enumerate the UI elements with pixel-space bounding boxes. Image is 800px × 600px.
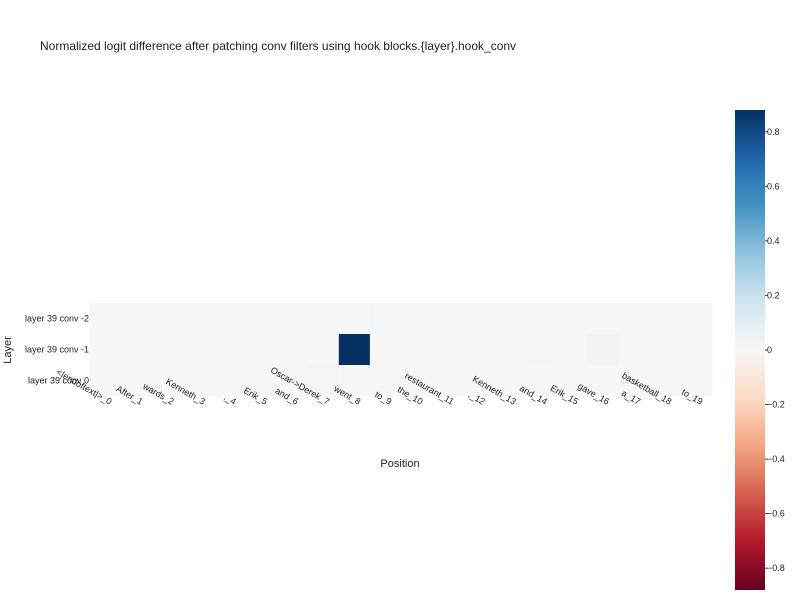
heatmap-cell xyxy=(214,303,246,335)
colorbar-tick-label: −0.2 xyxy=(767,400,785,410)
heatmap-cell xyxy=(649,365,682,397)
heatmap-cell xyxy=(214,334,246,366)
heatmap-cell xyxy=(463,303,495,335)
heatmap-cell xyxy=(121,334,153,366)
heatmap-cell xyxy=(307,303,340,335)
heatmap-cell xyxy=(90,334,122,366)
chart-title: Normalized logit difference after patchi… xyxy=(40,39,517,53)
heatmap-cell xyxy=(401,303,433,335)
heatmap-cell xyxy=(401,365,433,397)
heatmap-cell xyxy=(649,303,682,335)
heatmap-cell xyxy=(121,303,153,335)
heatmap-cell xyxy=(183,365,215,397)
heatmap-cell xyxy=(369,365,402,397)
heatmap-cell xyxy=(276,365,309,397)
colorbar-tick-label: 0.8 xyxy=(767,127,780,137)
heatmap-cell xyxy=(90,303,122,335)
colorbar-tick-label: 0.2 xyxy=(767,290,780,300)
colorbar-tick-label: 0.4 xyxy=(767,236,780,246)
heatmap-cell xyxy=(152,334,184,366)
heatmap-cell xyxy=(432,365,464,397)
colorbar xyxy=(735,110,765,590)
heatmap-cell xyxy=(494,334,526,366)
heatmap-cell xyxy=(369,303,402,335)
heatmap-cell xyxy=(307,365,340,397)
y-tick-label: layer 39 conv 0 xyxy=(28,376,89,386)
x-axis-label: Position xyxy=(380,458,419,470)
heatmap-cell xyxy=(245,365,278,397)
heatmap-cell xyxy=(245,334,278,366)
colorbar-tick-label: −0.6 xyxy=(767,509,785,519)
heatmap-cell xyxy=(338,334,371,366)
heatmap-cell xyxy=(556,303,589,335)
heatmap-cell xyxy=(618,365,651,397)
heatmap-cell xyxy=(245,303,278,335)
y-axis-label: Layer xyxy=(2,336,14,364)
heatmap-cell xyxy=(556,334,589,366)
heatmap-cell xyxy=(463,334,495,366)
heatmap-cell xyxy=(525,334,557,366)
heatmap-cell xyxy=(152,303,184,335)
heatmap-cell xyxy=(587,334,620,366)
heatmap-cell xyxy=(649,334,682,366)
colorbar-tick-label: −0.4 xyxy=(767,454,785,464)
heatmap-cell xyxy=(338,303,371,335)
heatmap-cell xyxy=(463,365,495,397)
heatmap-cell xyxy=(183,334,215,366)
heatmap-cell xyxy=(276,303,309,335)
colorbar-tick-label: −0.8 xyxy=(767,563,785,573)
colorbar-tick-label: 0 xyxy=(767,345,772,355)
heatmap-cell xyxy=(680,365,713,397)
y-tick-label: layer 39 conv -2 xyxy=(25,314,89,324)
heatmap-cell xyxy=(525,303,557,335)
heatmap-cell xyxy=(556,365,589,397)
heatmap-cell xyxy=(525,365,557,397)
heatmap-cell xyxy=(90,365,122,397)
y-tick-labels: layer 39 conv -2 layer 39 conv -1 layer 39… xyxy=(25,314,89,386)
heatmap-cells xyxy=(90,303,713,397)
heatmap-cell xyxy=(369,334,402,366)
heatmap-cell xyxy=(494,303,526,335)
heatmap-cell xyxy=(183,303,215,335)
heatmap-cell xyxy=(587,365,620,397)
y-tick-label: layer 39 conv -1 xyxy=(25,345,89,355)
heatmap-cell xyxy=(618,334,651,366)
heatmap-cell xyxy=(307,334,340,366)
heatmap-cell xyxy=(121,365,153,397)
heatmap-cell xyxy=(432,334,464,366)
heatmap-cell xyxy=(432,303,464,335)
heatmap-cell xyxy=(680,334,713,366)
heatmap-cell xyxy=(214,365,246,397)
colorbar-tick-label: 0.6 xyxy=(767,181,780,191)
heatmap-cell xyxy=(401,334,433,366)
heatmap-cell xyxy=(587,303,620,335)
heatmap-cell xyxy=(618,303,651,335)
heatmap-cell xyxy=(276,334,309,366)
heatmap-cell xyxy=(338,365,371,397)
heatmap-cell xyxy=(494,365,526,397)
colorbar-ticks: 0.8 0.6 0.4 0.2 0 −0.2 −0.4 −0.6 −0.8 xyxy=(765,127,785,573)
heatmap-cell xyxy=(680,303,713,335)
heatmap-cell xyxy=(152,365,184,397)
